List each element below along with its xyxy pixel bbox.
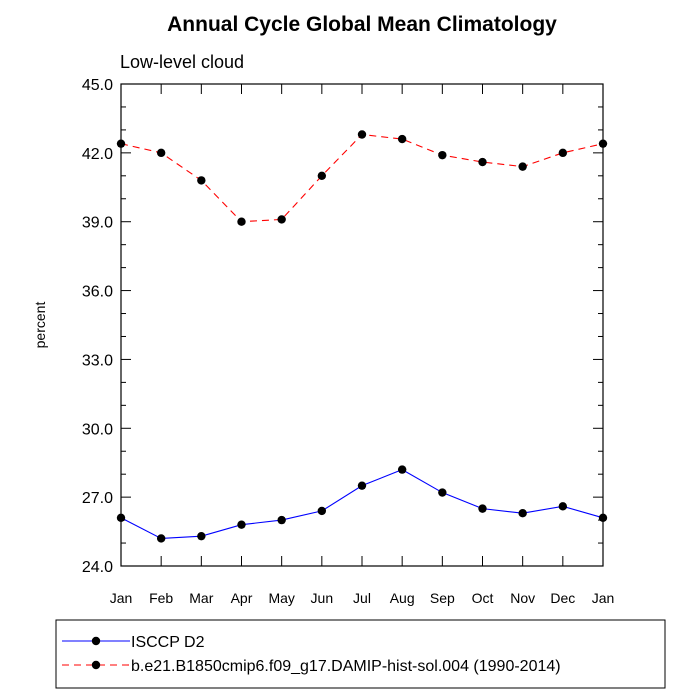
- x-tick-label: Aug: [390, 590, 415, 606]
- data-point: [116, 139, 126, 148]
- data-point: [317, 171, 327, 181]
- data-point: [237, 520, 246, 529]
- data-point: [558, 148, 568, 158]
- data-point: [518, 162, 527, 171]
- x-tick-label: Jan: [592, 590, 615, 606]
- data-point: [397, 465, 407, 474]
- y-tick-label: 27.0: [82, 490, 113, 507]
- x-tick-label: Jan: [110, 590, 133, 606]
- legend-item: b.e21.B1850cmip6.f09_g17.DAMIP-hist-sol.…: [62, 658, 561, 675]
- data-point: [197, 531, 206, 541]
- y-tick-label: 42.0: [82, 146, 113, 163]
- data-point: [397, 134, 407, 144]
- x-tick-label: Feb: [149, 590, 173, 606]
- data-point: [438, 150, 447, 160]
- data-point: [317, 506, 327, 516]
- series-layer: [116, 130, 608, 543]
- y-tick-label: 30.0: [82, 421, 113, 438]
- x-tick-label: Mar: [189, 590, 213, 606]
- data-point: [156, 148, 166, 158]
- y-tick-label: 36.0: [82, 284, 113, 301]
- y-tick-label: 33.0: [82, 352, 113, 369]
- y-tick-label: 39.0: [82, 215, 113, 232]
- x-axis-ticks: Jan Feb Mar Apr May Jun Jul Aug Sep Oct Nov Dec Jan: [110, 84, 615, 606]
- data-point: [197, 176, 206, 185]
- data-point: [438, 488, 447, 497]
- legend-box: [55, 619, 666, 689]
- x-tick-label: Oct: [472, 590, 494, 606]
- legend-item: ISCCP D2: [62, 634, 205, 651]
- data-point: [237, 217, 246, 226]
- data-point: [478, 504, 487, 513]
- data-point: [156, 534, 166, 543]
- legend: ISCCP D2 b.e21.B1850cmip6.f09_g17.DAMIP-h…: [62, 634, 561, 675]
- y-tick-label: 24.0: [82, 559, 113, 576]
- data-point: [277, 515, 286, 525]
- x-tick-label: Nov: [510, 590, 535, 606]
- y-axis-label: percent: [32, 302, 48, 349]
- legend-label: ISCCP D2: [131, 634, 205, 651]
- data-point: [116, 513, 126, 522]
- data-point: [598, 139, 608, 148]
- data-point: [277, 215, 286, 224]
- x-tick-label: Dec: [550, 590, 575, 606]
- data-point: [357, 481, 367, 490]
- legend-swatch-marker: [91, 660, 101, 670]
- data-point: [478, 157, 487, 167]
- data-point: [598, 513, 608, 522]
- series-line: [120, 133, 604, 223]
- chart-title: Annual Cycle Global Mean Climatology: [167, 13, 557, 36]
- x-tick-label: Jun: [311, 590, 334, 606]
- series-0: [116, 465, 608, 543]
- chart-subtitle: Low-level cloud: [120, 52, 244, 72]
- x-tick-label: Sep: [430, 590, 455, 606]
- y-tick-label: 45.0: [82, 77, 113, 94]
- y-axis-ticks: 24.0 27.0 30.0 33.0 36.0 39.0 42.0 45.0: [82, 77, 603, 576]
- data-point: [558, 502, 568, 511]
- series-line: [120, 468, 604, 540]
- series-1: [116, 130, 608, 226]
- plot-area: [120, 83, 604, 567]
- x-tick-label: Apr: [231, 590, 253, 606]
- data-point: [518, 509, 527, 518]
- legend-swatch-marker: [91, 636, 101, 646]
- x-tick-label: Jul: [353, 590, 371, 606]
- data-point: [357, 130, 367, 139]
- legend-label: b.e21.B1850cmip6.f09_g17.DAMIP-hist-sol.…: [131, 658, 561, 675]
- x-tick-label: May: [268, 590, 294, 606]
